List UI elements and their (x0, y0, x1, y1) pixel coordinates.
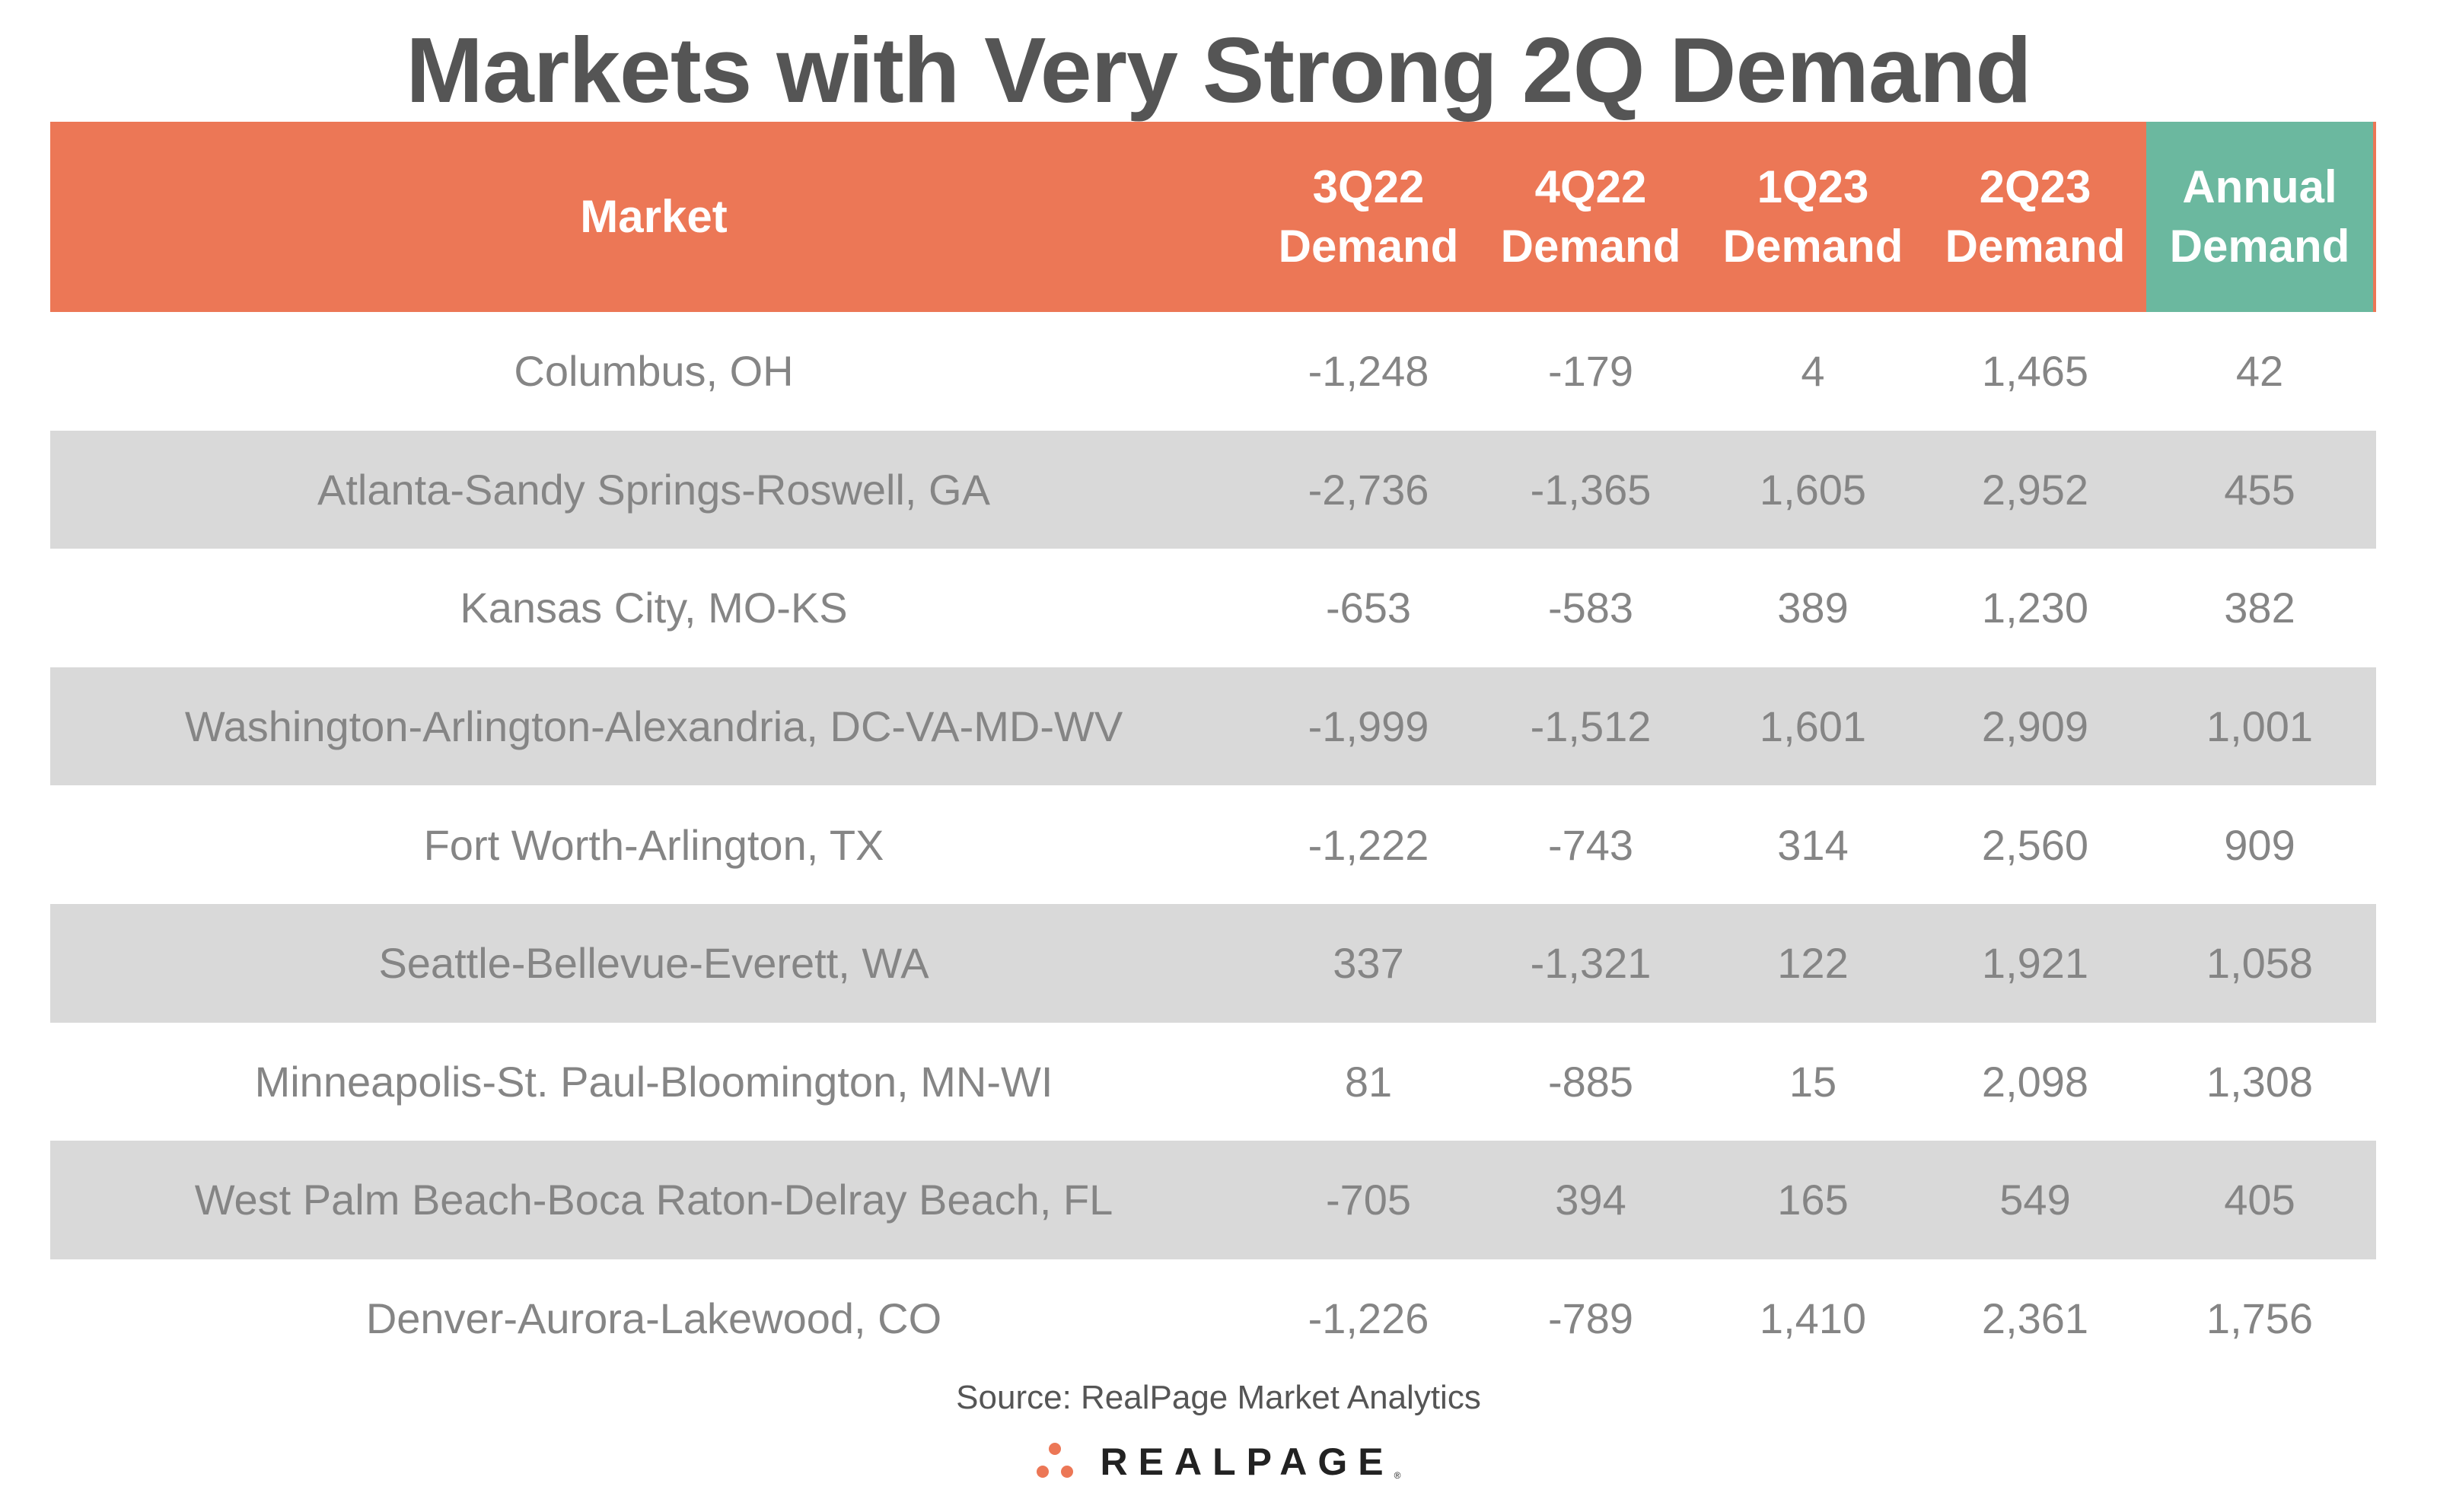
cell-3q22: -1,222 (1308, 820, 1429, 869)
cell-annual: 1,756 (2206, 1294, 2314, 1343)
logo-wordmark: REALPAGE (1100, 1440, 1394, 1483)
cell-3q22: -2,736 (1308, 465, 1429, 514)
cell-market: Columbus, OH (514, 347, 794, 396)
header-label-line1: 3Q22 (1312, 161, 1425, 212)
table-row: Seattle-Bellevue-Everett, WA 337 -1,321 … (50, 903, 2376, 1023)
cell-market: Washington-Arlington-Alexandria, DC-VA-M… (184, 702, 1123, 751)
demand-table: Market 3Q22 Demand 4Q22 Demand 1Q23 Demand … (50, 122, 2376, 1377)
realpage-logo: REALPAGE ® (0, 1440, 2437, 1481)
cell-1q23: 389 (1777, 584, 1849, 632)
cell-4q22: -1,512 (1530, 702, 1652, 751)
cell-annual: 1,001 (2206, 702, 2314, 751)
table-row: Atlanta-Sandy Springs-Roswell, GA -2,736… (50, 430, 2376, 549)
cell-2q23: 2,098 (1981, 1057, 2089, 1106)
header-label-line2: Demand (2169, 221, 2350, 272)
table-header: Market 3Q22 Demand 4Q22 Demand 1Q23 Demand … (50, 122, 2376, 312)
cell-annual: 1,058 (2206, 939, 2314, 988)
cell-annual: 382 (2224, 584, 2295, 632)
cell-2q23: 2,361 (1981, 1294, 2089, 1343)
cell-2q23: 1,465 (1981, 347, 2089, 396)
cell-annual: 455 (2224, 465, 2295, 514)
cell-2q23: 2,560 (1981, 820, 2089, 869)
cell-market: Seattle-Bellevue-Everett, WA (378, 939, 929, 988)
cell-3q22: -1,248 (1308, 347, 1429, 396)
cell-2q23: 1,921 (1981, 939, 2089, 988)
cell-3q22: -1,999 (1308, 702, 1429, 751)
cell-1q23: 4 (1801, 347, 1825, 396)
cell-3q22: 81 (1344, 1057, 1393, 1106)
cell-market: Atlanta-Sandy Springs-Roswell, GA (317, 465, 990, 514)
header-3q22: 3Q22 Demand (1257, 122, 1480, 312)
cell-1q23: 1,605 (1759, 465, 1867, 514)
header-annual: Annual Demand (2146, 122, 2373, 312)
table-row: Denver-Aurora-Lakewood, CO -1,226 -789 1… (50, 1259, 2376, 1378)
cell-2q23: 2,909 (1981, 702, 2089, 751)
cell-1q23: 15 (1789, 1057, 1837, 1106)
cell-4q22: -743 (1547, 820, 1634, 869)
header-label-line1: 2Q23 (1979, 161, 2091, 212)
cell-annual: 42 (2235, 347, 2284, 396)
cell-market: Minneapolis-St. Paul-Bloomington, MN-WI (254, 1057, 1053, 1106)
table-row: Washington-Arlington-Alexandria, DC-VA-M… (50, 667, 2376, 786)
cell-4q22: -885 (1547, 1057, 1634, 1106)
header-label-line2: Demand (1278, 221, 1459, 272)
table-row: Fort Worth-Arlington, TX -1,222 -743 314… (50, 785, 2376, 904)
cell-4q22: -1,321 (1530, 939, 1652, 988)
table-row: Kansas City, MO-KS -653 -583 389 1,230 3… (50, 549, 2376, 667)
table-row: Minneapolis-St. Paul-Bloomington, MN-WI … (50, 1023, 2376, 1141)
table-row: Columbus, OH -1,248 -179 4 1,465 42 (50, 312, 2376, 431)
header-label-line2: Demand (1500, 221, 1681, 272)
cell-market: Fort Worth-Arlington, TX (423, 820, 884, 869)
header-label-line1: Annual (2182, 161, 2337, 212)
cell-4q22: -1,365 (1530, 465, 1652, 514)
header-label-line1: 1Q23 (1757, 161, 1869, 212)
cell-2q23: 2,952 (1981, 465, 2089, 514)
cell-market: Denver-Aurora-Lakewood, CO (365, 1294, 942, 1343)
cell-1q23: 314 (1777, 820, 1849, 869)
cell-3q22: 337 (1333, 939, 1404, 988)
header-market: Market (50, 122, 1257, 312)
header-1q23: 1Q23 Demand (1702, 122, 1924, 312)
cell-market: Kansas City, MO-KS (460, 584, 848, 632)
cell-1q23: 1,410 (1759, 1294, 1867, 1343)
cell-1q23: 1,601 (1759, 702, 1867, 751)
header-label-line2: Demand (1722, 221, 1903, 272)
cell-annual: 1,308 (2206, 1057, 2314, 1106)
cell-market: West Palm Beach-Boca Raton-Delray Beach,… (194, 1176, 1113, 1224)
header-4q22: 4Q22 Demand (1480, 122, 1702, 312)
three-dots-icon (1036, 1440, 1091, 1481)
cell-2q23: 1,230 (1981, 584, 2089, 632)
source-note: Source: RealPage Market Analytics (956, 1379, 1481, 1416)
cell-4q22: -789 (1547, 1294, 1634, 1343)
header-2q23: 2Q23 Demand (1924, 122, 2146, 312)
header-label-line1: 4Q22 (1534, 161, 1647, 212)
cell-annual: 405 (2224, 1176, 2295, 1224)
cell-annual: 909 (2224, 820, 2295, 869)
table-row: West Palm Beach-Boca Raton-Delray Beach,… (50, 1141, 2376, 1259)
header-market-label: Market (580, 191, 728, 242)
cell-3q22: -705 (1325, 1176, 1412, 1224)
cell-1q23: 165 (1777, 1176, 1849, 1224)
chart-title: Markets with Very Strong 2Q Demand (406, 18, 2032, 122)
cell-3q22: -1,226 (1308, 1294, 1429, 1343)
cell-4q22: -179 (1547, 347, 1634, 396)
registered-mark: ® (1394, 1470, 1401, 1481)
header-label-line2: Demand (1945, 221, 2126, 272)
cell-1q23: 122 (1777, 939, 1849, 988)
cell-4q22: -583 (1547, 584, 1634, 632)
cell-4q22: 394 (1555, 1176, 1626, 1224)
cell-2q23: 549 (1999, 1176, 2071, 1224)
cell-3q22: -653 (1325, 584, 1412, 632)
